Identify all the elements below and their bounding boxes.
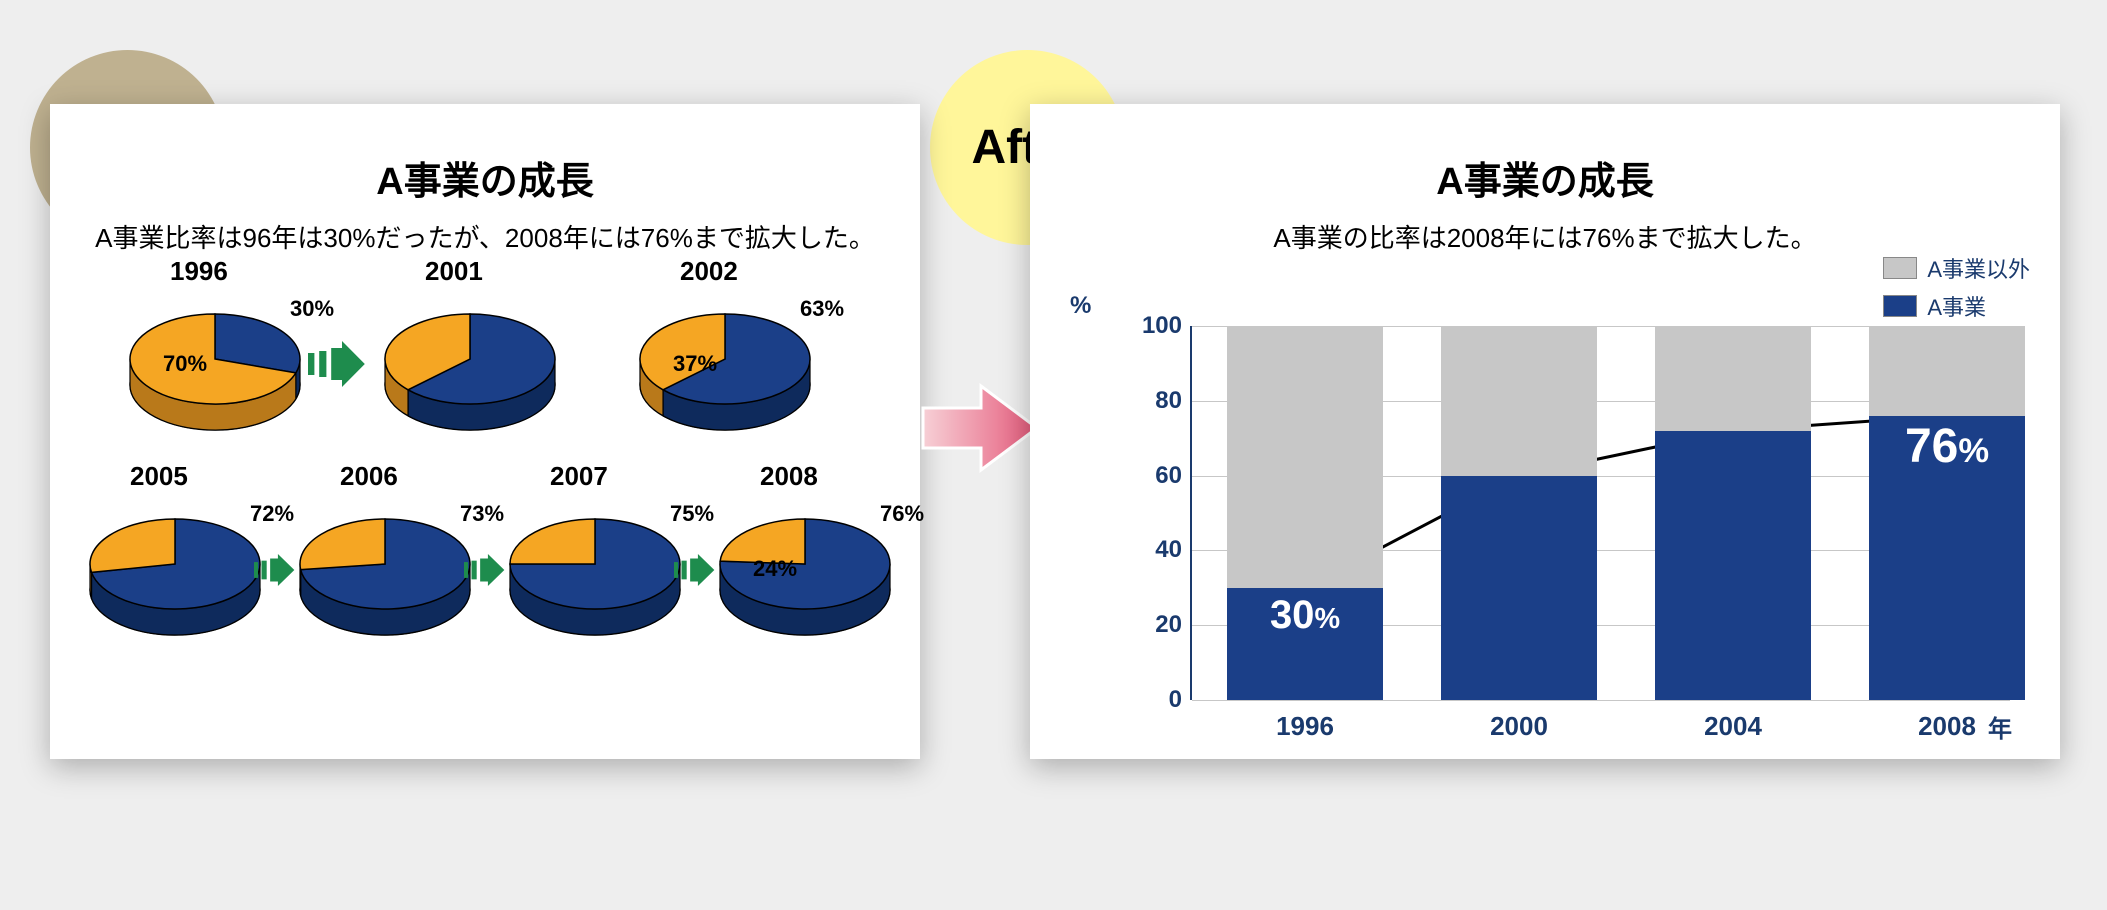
bar-segment-a — [1655, 431, 1811, 700]
pie-2001: 2001 — [385, 314, 555, 430]
plot-area: 02040608010030%19962000200476%2008 — [1190, 326, 2010, 700]
legend-item: A事業以外 — [1883, 252, 2030, 284]
pie-value-label: 63% — [800, 296, 844, 322]
x-tick-label: 2004 — [1633, 711, 1833, 742]
y-tick-label: 100 — [1122, 312, 1182, 340]
y-tick-label: 80 — [1122, 387, 1182, 415]
legend-swatch — [1883, 257, 1917, 279]
bar-segment-other — [1441, 326, 1597, 476]
bar-1996: 30% — [1227, 326, 1383, 700]
after-panel: A事業の成長 A事業の比率は2008年には76%まで拡大した。 % A事業以外A… — [1030, 104, 2060, 759]
bar-2004 — [1655, 326, 1811, 700]
pie-2008: 200876%24% — [720, 519, 890, 635]
pie-value-label: 75% — [670, 501, 714, 527]
y-tick-label: 40 — [1122, 536, 1182, 564]
pie-year-label: 2008 — [760, 461, 818, 492]
pie-year-label: 2007 — [550, 461, 608, 492]
green-arrow-icon — [462, 552, 505, 588]
bar-segment-other — [1869, 326, 2025, 416]
pie-2007: 200775% — [510, 519, 680, 635]
legend-label: A事業以外 — [1927, 252, 2030, 284]
y-axis-title: % — [1070, 292, 1091, 320]
bar-chart: 02040608010030%19962000200476%2008 年 — [1118, 326, 2008, 746]
pie-2005: 200572% — [90, 519, 260, 635]
bar-2000 — [1441, 326, 1597, 700]
pie-year-label: 2002 — [680, 256, 738, 287]
bar-2008: 76% — [1869, 326, 2025, 700]
before-panel: A事業の成長 A事業比率は96年は30%だったが、2008年には76%まで拡大し… — [50, 104, 920, 759]
bar-value-label: 76% — [1869, 419, 2025, 474]
pie-1996: 199630%70% — [130, 314, 300, 430]
y-tick-label: 0 — [1122, 686, 1182, 714]
bar-value-label: 30% — [1227, 593, 1383, 638]
big-arrow-icon — [921, 380, 1039, 476]
after-title: A事業の成長 — [1030, 150, 2060, 205]
green-arrow-icon — [672, 552, 715, 588]
pie-2002: 200263%37% — [640, 314, 810, 430]
bar-segment-other — [1227, 326, 1383, 588]
x-axis-title: 年 — [1988, 709, 2012, 744]
green-arrow-icon — [252, 552, 295, 588]
before-subtitle: A事業比率は96年は30%だったが、2008年には76%まで拡大した。 — [50, 218, 920, 255]
pie-value-label: 24% — [753, 556, 797, 582]
pie-year-label: 2005 — [130, 461, 188, 492]
pie-value-label: 30% — [290, 296, 334, 322]
bar-segment-a — [1441, 476, 1597, 700]
bar-segment-other — [1655, 326, 1811, 431]
legend-label: A事業 — [1927, 290, 1986, 322]
x-tick-label: 1996 — [1205, 711, 1405, 742]
pie-value-label: 76% — [880, 501, 924, 527]
y-tick-label: 60 — [1122, 462, 1182, 490]
pie-year-label: 1996 — [170, 256, 228, 287]
legend-item: A事業 — [1883, 290, 2030, 322]
pie-value-label: 70% — [163, 351, 207, 377]
after-subtitle: A事業の比率は2008年には76%まで拡大した。 — [1030, 218, 2060, 255]
pie-year-label: 2001 — [425, 256, 483, 287]
x-tick-label: 2000 — [1419, 711, 1619, 742]
legend-swatch — [1883, 295, 1917, 317]
before-title: A事業の成長 — [50, 150, 920, 205]
pie-value-label: 37% — [673, 351, 717, 377]
pie-value-label: 72% — [250, 501, 294, 527]
x-tick-label: 2008 — [1847, 711, 2047, 742]
y-tick-label: 20 — [1122, 611, 1182, 639]
pie-2006: 200673% — [300, 519, 470, 635]
pie-year-label: 2006 — [340, 461, 398, 492]
green-arrow-icon — [306, 339, 366, 389]
pie-value-label: 73% — [460, 501, 504, 527]
legend: A事業以外 A事業 — [1883, 252, 2030, 328]
grid-line — [1192, 700, 2010, 701]
